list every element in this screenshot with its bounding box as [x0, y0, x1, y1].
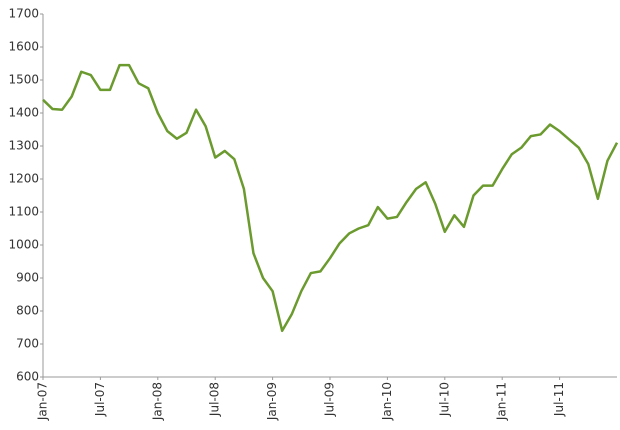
y-tick-label: 1000 [8, 238, 39, 252]
y-tick-label: 600 [16, 370, 39, 384]
x-tick-label: Jan-09 [265, 382, 279, 421]
x-tick-label: Jul-07 [93, 382, 107, 417]
x-tick-label: Jan-07 [36, 382, 50, 421]
x-tick-label: Jul-08 [208, 382, 222, 417]
x-tick-label: Jul-10 [437, 382, 451, 417]
line [42, 63, 619, 333]
x-tick-label: Jan-10 [380, 382, 394, 421]
y-tick-label: 1600 [8, 40, 39, 54]
x-tick-label: Jan-08 [150, 382, 164, 421]
y-tick-label: 1300 [8, 139, 39, 153]
y-tick-label: 1400 [8, 106, 39, 120]
x-tick-label: Jul-09 [323, 382, 337, 417]
y-tick-label: 900 [16, 271, 39, 285]
y-tick-label: 1500 [8, 73, 39, 87]
y-tick-label: 1100 [8, 205, 39, 219]
y-tick-label: 700 [16, 337, 39, 351]
x-tick-label: Jan-11 [495, 382, 509, 421]
x-tick-label: Jul-11 [552, 382, 566, 417]
y-tick-label: 1700 [8, 7, 39, 21]
y-tick-label: 800 [16, 304, 39, 318]
y-tick-label: 1200 [8, 172, 39, 186]
